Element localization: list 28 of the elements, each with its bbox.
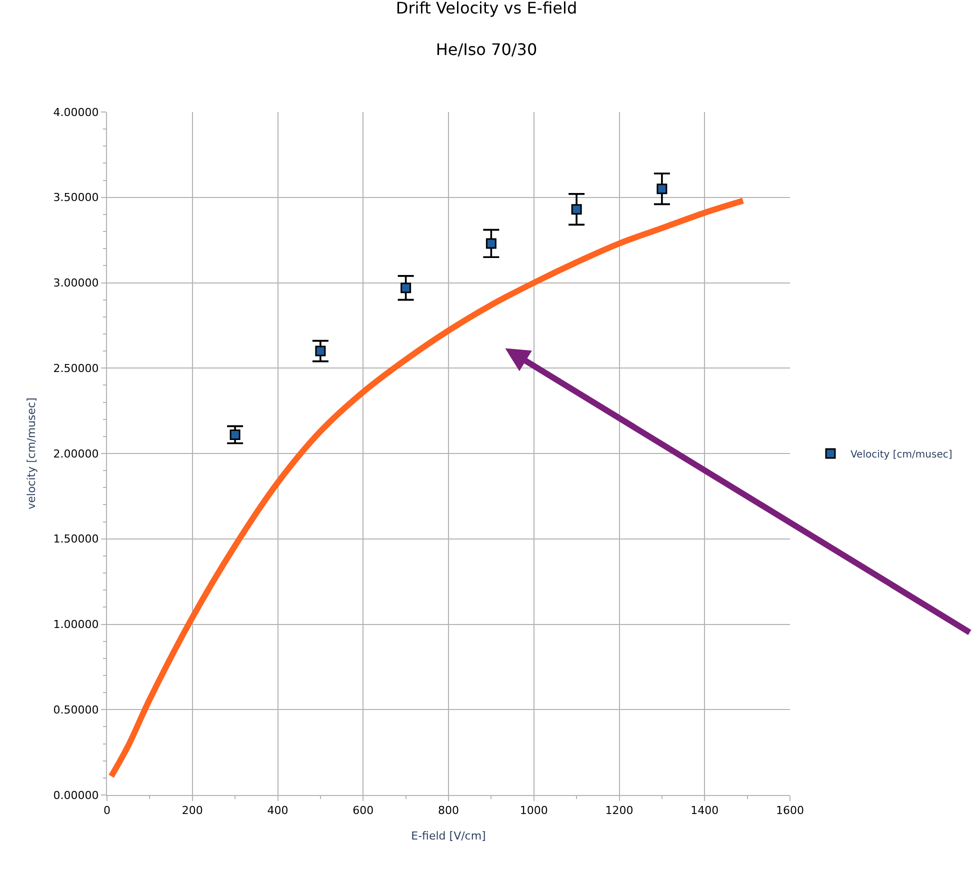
y-tick-label: 0.50000 <box>53 703 99 716</box>
x-tick-label: 0 <box>104 804 110 818</box>
x-tick-label: 1200 <box>605 804 634 818</box>
x-tick-label: 800 <box>438 804 459 818</box>
y-tick-label: 1.00000 <box>53 618 99 632</box>
point <box>400 282 412 294</box>
y-tick-label: 1.50000 <box>53 532 99 546</box>
x-tick-label: 1000 <box>520 804 548 818</box>
y-tick-label: 0.00000 <box>53 788 99 802</box>
x-tick-label: 1600 <box>776 804 804 818</box>
point <box>571 204 582 215</box>
y-tick-label: 4.00000 <box>53 106 99 119</box>
y-tick-label: 2.00000 <box>53 447 99 460</box>
legend-label: Velocity [cm/musec] <box>850 449 952 460</box>
point <box>486 238 496 249</box>
x-tick-label: 400 <box>267 804 288 818</box>
x-tick-label: 200 <box>182 804 203 818</box>
x-axis-title: E-field [V/cm] <box>411 829 486 842</box>
y-tick-label: 2.50000 <box>53 362 99 375</box>
y-axis-title: velocity [cm/musec] <box>24 398 38 510</box>
point <box>656 184 668 194</box>
chart-title: Drift Velocity vs E-field <box>396 0 578 18</box>
x-tick-label: 600 <box>352 804 374 818</box>
point <box>315 346 326 356</box>
y-tick-label: 3.00000 <box>53 276 99 290</box>
chart-subtitle: He/Iso 70/30 <box>436 40 538 59</box>
x-tick-label: 1400 <box>690 804 719 818</box>
y-tick-label: 3.50000 <box>53 191 99 204</box>
